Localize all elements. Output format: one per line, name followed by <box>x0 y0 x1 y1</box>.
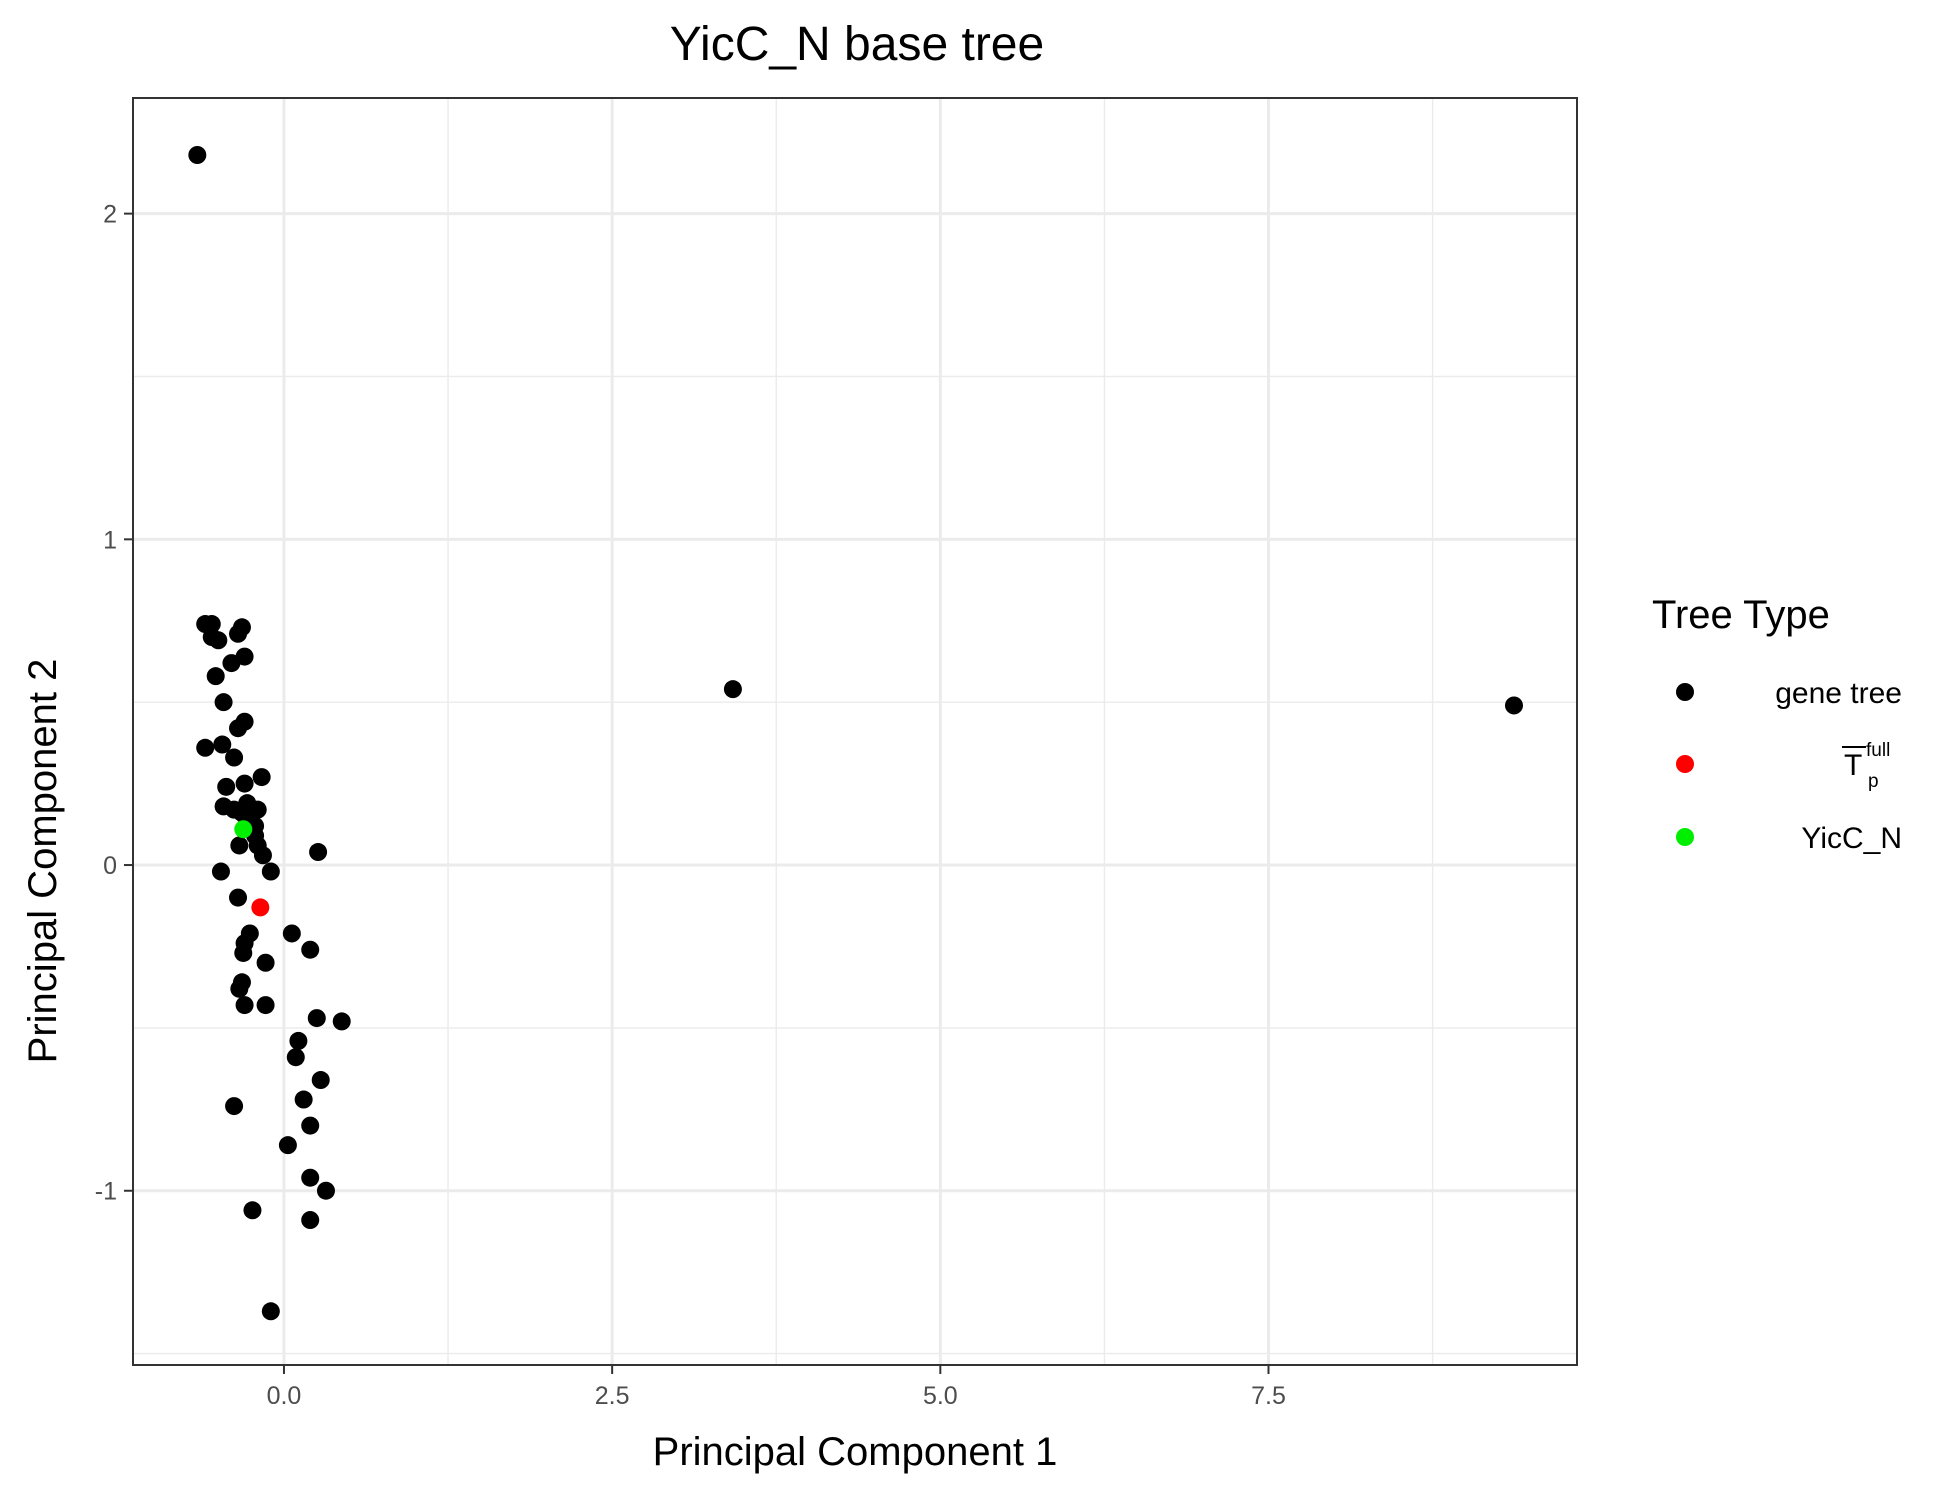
legend: Tree Type gene tree T full p YicC_N <box>1652 593 1902 855</box>
legend-title: Tree Type <box>1652 593 1830 637</box>
point-gene-tree-31 <box>309 843 328 862</box>
y-tick-label-3: 2 <box>103 201 117 229</box>
point-gene-tree-39 <box>301 940 320 959</box>
legend-label-gene-tree: gene tree <box>1775 677 1902 710</box>
point-gene-tree-38 <box>234 943 253 962</box>
x-tick-label-0: 0.0 <box>267 1382 302 1410</box>
legend-label-yicc-n: YicC_N <box>1801 822 1902 855</box>
legend-item-yicc-n: YicC_N <box>1676 822 1902 855</box>
plot-panel-border <box>132 97 1578 1366</box>
point-gene-tree-24 <box>248 800 267 819</box>
x-tick-label-3: 7.5 <box>1251 1382 1286 1410</box>
point-gene-tree-0 <box>188 145 207 164</box>
point-gene-tree-53 <box>278 1136 297 1155</box>
point-gene-tree-6 <box>229 624 248 643</box>
point-gene-tree-59 <box>723 680 742 699</box>
legend-superscript-full: full <box>1866 740 1890 761</box>
y-tick-label-1: 0 <box>103 852 117 880</box>
y-tick-label-2: 1 <box>103 526 117 554</box>
point-gene-tree-9 <box>206 667 225 686</box>
point-gene-tree-58 <box>261 1302 280 1321</box>
point-gene-tree-42 <box>230 979 249 998</box>
point-gene-tree-33 <box>261 862 280 881</box>
point-gene-tree-2 <box>202 615 221 634</box>
point-yicc-n-0 <box>234 820 253 839</box>
legend-item-t-full-p: T full p <box>1676 740 1890 792</box>
point-gene-tree-57 <box>301 1211 320 1230</box>
point-gene-tree-14 <box>196 738 215 757</box>
point-gene-tree-51 <box>225 1097 244 1116</box>
legend-key-gene-tree <box>1676 683 1694 701</box>
y-axis: -1 0 1 2 <box>95 201 133 1206</box>
point-gene-tree-43 <box>235 996 254 1015</box>
x-axis: 0.0 2.5 5.0 7.5 <box>267 1365 1286 1410</box>
point-gene-tree-60 <box>1504 696 1523 715</box>
point-gene-tree-34 <box>229 888 248 907</box>
y-tick-label-0: -1 <box>95 1178 117 1206</box>
point-gene-tree-55 <box>316 1181 335 1200</box>
point-gene-tree-32 <box>211 862 230 881</box>
legend-subscript-p: p <box>1868 771 1879 792</box>
x-tick-label-2: 5.0 <box>923 1382 958 1410</box>
legend-key-yicc-n <box>1676 828 1694 846</box>
point-gene-tree-46 <box>332 1012 351 1031</box>
point-gene-tree-35 <box>282 924 301 943</box>
point-gene-tree-50 <box>294 1090 313 1109</box>
point-gene-tree-18 <box>235 774 254 793</box>
point-gene-tree-17 <box>217 777 236 796</box>
point-gene-tree-40 <box>256 953 275 972</box>
point-gene-tree-8 <box>222 654 241 673</box>
chart-title: YicC_N base tree <box>670 18 1044 71</box>
point-gene-tree-29 <box>230 836 249 855</box>
point-gene-tree-49 <box>311 1071 330 1090</box>
point-gene-tree-13 <box>213 735 232 754</box>
plot-panel <box>133 98 1577 1365</box>
point-t-0 <box>251 898 270 917</box>
point-gene-tree-15 <box>225 748 244 767</box>
legend-item-gene-tree: gene tree <box>1676 677 1902 710</box>
x-tick-label-1: 2.5 <box>595 1382 630 1410</box>
point-gene-tree-52 <box>301 1116 320 1135</box>
point-gene-tree-48 <box>286 1048 305 1067</box>
point-gene-tree-44 <box>256 996 275 1015</box>
point-gene-tree-45 <box>307 1009 326 1028</box>
x-axis-title: Principal Component 1 <box>653 1430 1058 1474</box>
point-gene-tree-10 <box>214 693 233 712</box>
point-gene-tree-12 <box>229 719 248 738</box>
point-gene-tree-56 <box>243 1201 262 1220</box>
legend-label-t-full-p: T <box>1844 749 1862 782</box>
y-axis-title: Principal Component 2 <box>21 659 65 1064</box>
data-points <box>188 145 1523 1321</box>
point-gene-tree-30 <box>253 846 272 865</box>
point-gene-tree-54 <box>301 1168 320 1187</box>
legend-key-t-full-p <box>1676 755 1694 773</box>
grid-lines <box>133 98 1577 1365</box>
point-gene-tree-47 <box>289 1031 308 1050</box>
point-gene-tree-4 <box>209 631 228 650</box>
point-gene-tree-16 <box>252 768 271 787</box>
